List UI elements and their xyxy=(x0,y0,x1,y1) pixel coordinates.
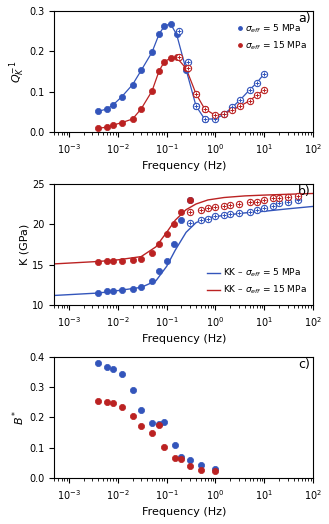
KK – $\sigma_{eff}$ = 5 MPa xyxy=(154,278,158,284)
Text: c): c) xyxy=(298,358,311,371)
KK – $\sigma_{eff}$ = 5 MPa xyxy=(116,288,120,294)
$\sigma_{eff}$ = 5 MPa xyxy=(105,106,109,112)
KK – $\sigma_{eff}$ = 15 MPa xyxy=(139,254,143,260)
$\sigma_{eff}$ = 15 MPa xyxy=(105,124,109,130)
$\sigma_{eff}$ = 5 MPa xyxy=(194,103,198,109)
$\sigma_{eff}$ = 5 MPa xyxy=(139,67,143,73)
KK – $\sigma_{eff}$ = 15 MPa xyxy=(116,257,120,263)
$\sigma_{eff}$ = 15 MPa xyxy=(150,88,154,94)
$\sigma_{eff}$ = 5 MPa xyxy=(120,94,124,100)
KK – $\sigma_{eff}$ = 15 MPa xyxy=(96,258,100,265)
Y-axis label: $Q_K^{-1}$: $Q_K^{-1}$ xyxy=(7,60,27,83)
$\sigma_{eff}$ = 15 MPa xyxy=(203,106,207,112)
KK – $\sigma_{eff}$ = 15 MPa xyxy=(165,229,169,235)
$\sigma_{eff}$ = 15 MPa xyxy=(168,55,172,61)
$\sigma_{eff}$ = 5 MPa xyxy=(175,31,179,38)
$\sigma_{eff}$ = 15 MPa xyxy=(175,54,179,61)
$\sigma_{eff}$ = 15 MPa xyxy=(96,125,100,132)
Y-axis label: $B^*$: $B^*$ xyxy=(10,409,27,425)
X-axis label: Frequency (Hz): Frequency (Hz) xyxy=(141,334,226,344)
$\sigma_{eff}$ = 15 MPa xyxy=(111,122,115,128)
KK – $\sigma_{eff}$ = 15 MPa xyxy=(67,260,71,266)
$\sigma_{eff}$ = 5 MPa xyxy=(150,49,154,56)
KK – $\sigma_{eff}$ = 15 MPa xyxy=(243,193,247,199)
KK – $\sigma_{eff}$ = 5 MPa xyxy=(286,206,290,212)
Line: $\sigma_{eff}$ = 5 MPa: $\sigma_{eff}$ = 5 MPa xyxy=(95,21,208,122)
Y-axis label: K (GPa): K (GPa) xyxy=(19,224,29,265)
KK – $\sigma_{eff}$ = 15 MPa xyxy=(52,261,56,267)
KK – $\sigma_{eff}$ = 5 MPa xyxy=(139,284,143,290)
$\sigma_{eff}$ = 15 MPa xyxy=(157,68,161,74)
KK – $\sigma_{eff}$ = 15 MPa xyxy=(206,197,210,203)
$\sigma_{eff}$ = 5 MPa xyxy=(184,67,188,73)
KK – $\sigma_{eff}$ = 15 MPa xyxy=(222,194,226,201)
KK – $\sigma_{eff}$ = 5 MPa xyxy=(222,212,226,219)
Line: KK – $\sigma_{eff}$ = 15 MPa: KK – $\sigma_{eff}$ = 15 MPa xyxy=(54,193,313,264)
$\sigma_{eff}$ = 5 MPa xyxy=(203,116,207,122)
Line: KK – $\sigma_{eff}$ = 5 MPa: KK – $\sigma_{eff}$ = 5 MPa xyxy=(54,206,313,296)
Text: a): a) xyxy=(298,12,311,25)
$\sigma_{eff}$ = 5 MPa xyxy=(111,102,115,108)
KK – $\sigma_{eff}$ = 15 MPa xyxy=(286,191,290,198)
KK – $\sigma_{eff}$ = 5 MPa xyxy=(311,203,315,210)
Legend: KK – $\sigma_{eff}$ = 5 MPa, KK – $\sigma_{eff}$ = 15 MPa: KK – $\sigma_{eff}$ = 5 MPa, KK – $\sigm… xyxy=(205,265,309,298)
Text: b): b) xyxy=(298,185,311,198)
KK – $\sigma_{eff}$ = 5 MPa xyxy=(173,247,177,253)
$\sigma_{eff}$ = 15 MPa xyxy=(184,66,188,72)
KK – $\sigma_{eff}$ = 5 MPa xyxy=(67,291,71,298)
KK – $\sigma_{eff}$ = 15 MPa xyxy=(194,201,198,207)
$\sigma_{eff}$ = 15 MPa xyxy=(194,91,198,97)
KK – $\sigma_{eff}$ = 15 MPa xyxy=(262,192,266,198)
KK – $\sigma_{eff}$ = 15 MPa xyxy=(311,190,315,196)
Legend: $\sigma_{eff}$ = 5 MPa, $\sigma_{eff}$ = 15 MPa: $\sigma_{eff}$ = 5 MPa, $\sigma_{eff}$ =… xyxy=(236,20,309,53)
Line: $\sigma_{eff}$ = 15 MPa: $\sigma_{eff}$ = 15 MPa xyxy=(95,54,208,132)
$\sigma_{eff}$ = 15 MPa xyxy=(131,116,135,122)
$\sigma_{eff}$ = 15 MPa xyxy=(120,119,124,126)
$\sigma_{eff}$ = 5 MPa xyxy=(163,23,166,29)
KK – $\sigma_{eff}$ = 5 MPa xyxy=(184,229,188,235)
KK – $\sigma_{eff}$ = 15 MPa xyxy=(184,206,188,213)
$\sigma_{eff}$ = 5 MPa xyxy=(131,81,135,88)
KK – $\sigma_{eff}$ = 5 MPa xyxy=(262,208,266,214)
$\sigma_{eff}$ = 5 MPa xyxy=(168,21,172,27)
KK – $\sigma_{eff}$ = 5 MPa xyxy=(96,290,100,296)
KK – $\sigma_{eff}$ = 5 MPa xyxy=(165,263,169,269)
$\sigma_{eff}$ = 15 MPa xyxy=(139,106,143,112)
$\sigma_{eff}$ = 5 MPa xyxy=(157,31,161,37)
KK – $\sigma_{eff}$ = 15 MPa xyxy=(154,244,158,250)
$\sigma_{eff}$ = 15 MPa xyxy=(163,58,166,64)
X-axis label: Frequency (Hz): Frequency (Hz) xyxy=(141,507,226,517)
KK – $\sigma_{eff}$ = 5 MPa xyxy=(194,220,198,226)
KK – $\sigma_{eff}$ = 15 MPa xyxy=(173,217,177,223)
KK – $\sigma_{eff}$ = 5 MPa xyxy=(52,292,56,299)
KK – $\sigma_{eff}$ = 5 MPa xyxy=(206,215,210,221)
X-axis label: Frequency (Hz): Frequency (Hz) xyxy=(141,161,226,171)
KK – $\sigma_{eff}$ = 5 MPa xyxy=(243,210,247,216)
$\sigma_{eff}$ = 5 MPa xyxy=(96,108,100,114)
